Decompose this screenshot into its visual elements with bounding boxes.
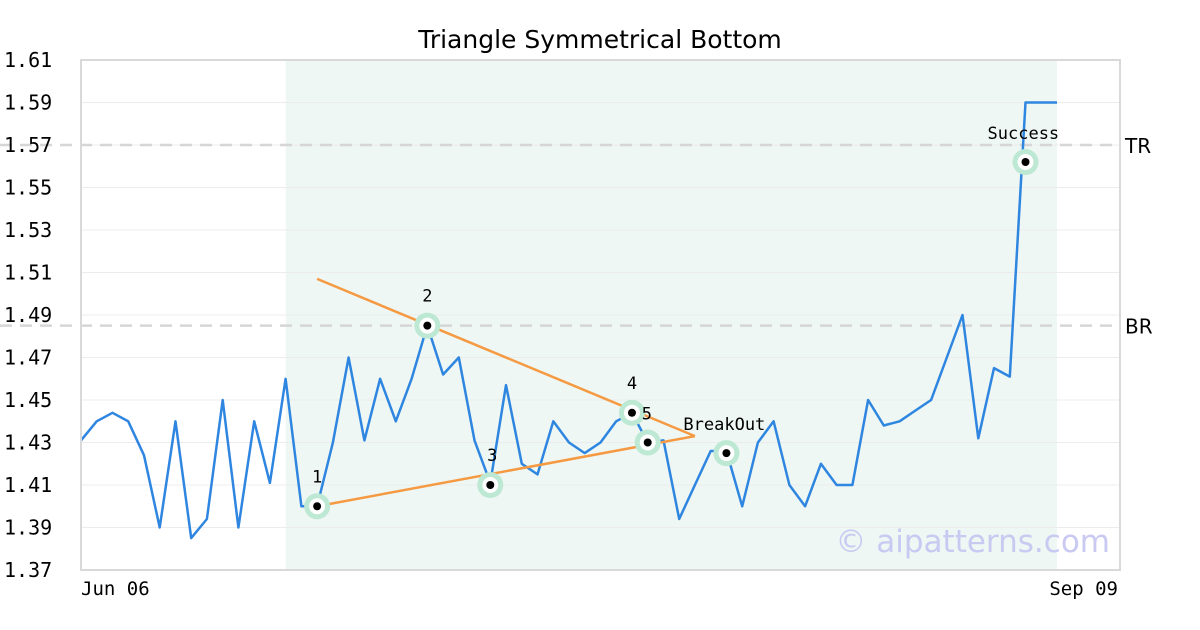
y-tick-label: 1.39 <box>4 516 52 540</box>
y-tick-label: 1.57 <box>4 133 52 157</box>
chart-title: Triangle Symmetrical Bottom <box>417 25 782 54</box>
price-line <box>80 101 1057 540</box>
watermark: © aipatterns.com <box>835 524 1110 560</box>
reference-line-label: TR <box>1124 134 1151 158</box>
pattern-point-dot <box>486 481 495 489</box>
trendline <box>316 434 696 508</box>
y-axis-ticks: 1.37 1.39 1.41 1.43 1.45 1.47 1.49 1.51 1.53 1.55… <box>4 48 52 582</box>
plot-frame <box>80 59 1121 571</box>
pattern-point-markers: 1 2 3 45 BreakOut Success <box>304 124 1060 520</box>
pattern-point-dot <box>423 321 432 330</box>
pattern-point-dot <box>313 502 322 511</box>
y-tick-label: 1.55 <box>4 176 52 200</box>
x-tick-label: Jun 06 <box>81 578 150 600</box>
x-tick-label: Sep 09 <box>1049 578 1118 600</box>
pattern-point-label: 5 <box>642 405 652 425</box>
y-tick-label: 1.49 <box>4 303 52 327</box>
pattern-point-label: 2 <box>422 287 432 307</box>
pattern-point-dot <box>643 438 652 447</box>
y-tick-label: 1.51 <box>4 261 52 285</box>
pattern-point-label: 1 <box>312 467 322 487</box>
pattern-point-dot <box>627 408 636 417</box>
y-tick-label: 1.37 <box>4 558 52 582</box>
pattern-point-label: 3 <box>487 446 497 466</box>
x-axis-ticks: Jun 06 Sep 09 <box>81 578 1118 600</box>
pattern-point-label: BreakOut <box>683 415 765 435</box>
pattern-point-dot <box>722 449 731 458</box>
reference-line-label: BR <box>1125 315 1153 339</box>
reference-lines: TR BR <box>0 134 1153 339</box>
y-tick-label: 1.53 <box>4 218 52 242</box>
y-tick-label: 1.41 <box>4 473 52 497</box>
pattern-point-label: Success <box>988 124 1060 144</box>
y-tick-label: 1.43 <box>4 431 52 455</box>
y-tick-label: 1.59 <box>4 91 52 115</box>
y-tick-label: 1.47 <box>4 346 52 370</box>
pattern-point-dot <box>1021 158 1030 166</box>
y-tick-label: 1.61 <box>4 48 52 72</box>
y-tick-label: 1.45 <box>4 388 52 412</box>
pattern-point-label: 4 <box>627 374 637 394</box>
